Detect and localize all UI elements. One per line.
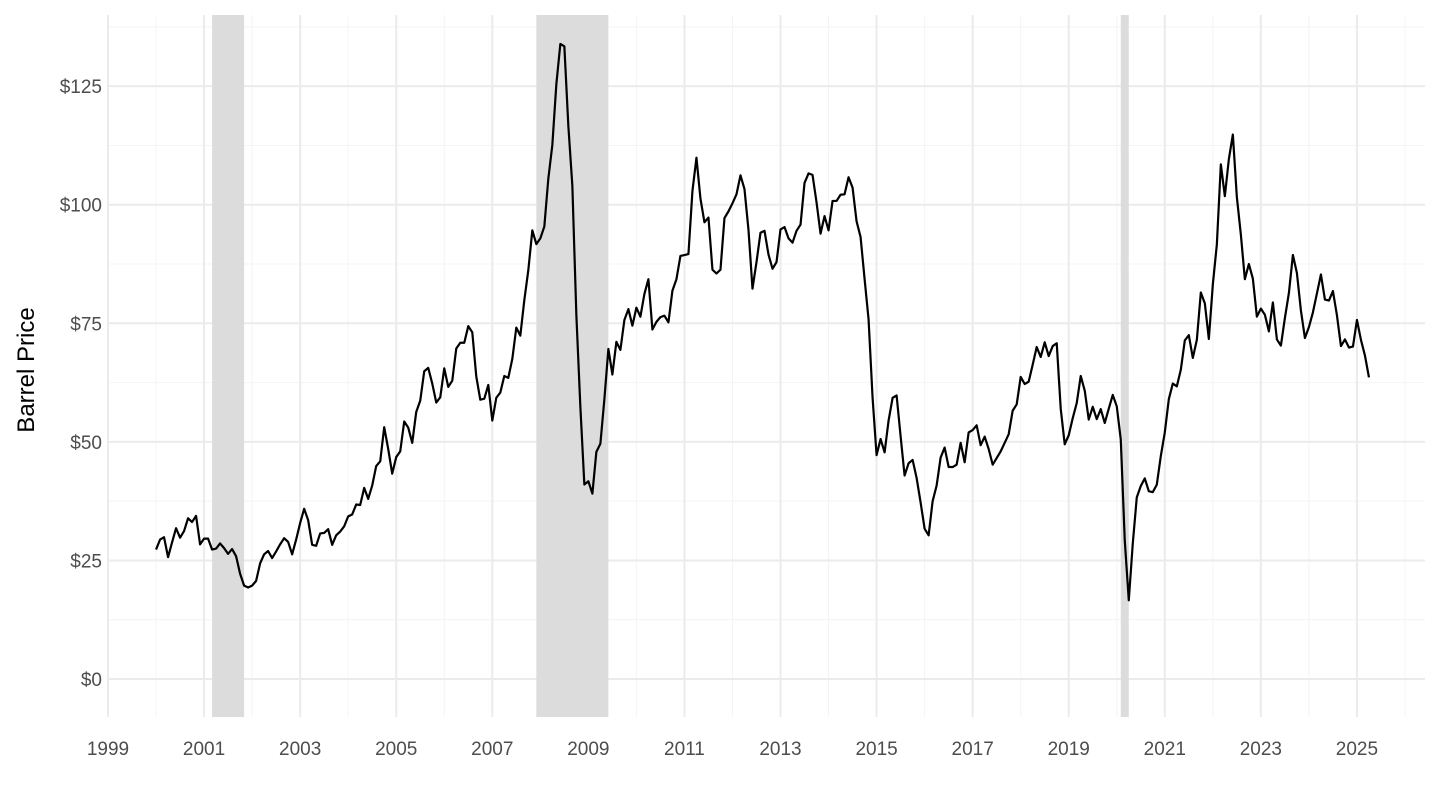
series-layer [155,42,1371,602]
x-tick-label: 2003 [279,739,321,760]
minor-grid [108,15,1425,717]
y-tick-label: $25 [70,551,102,572]
x-tick-label: 2013 [759,739,801,760]
x-tick-label: 2005 [375,739,417,760]
recession-band [536,15,609,717]
y-tick-label: $50 [70,433,102,454]
y-tick-label: $75 [70,314,102,335]
x-axis-ticks: 1999 2001 2003 2005 2007 2009 2011 2013 2015 2017… [87,739,1378,760]
x-tick-label: 2009 [567,739,609,760]
x-tick-label: 2011 [664,739,705,760]
y-tick-label: $0 [81,670,102,691]
x-tick-label: 2017 [952,739,994,760]
y-tick-label: $100 [60,196,102,217]
y-tick-label: $125 [60,77,102,98]
x-tick-label: 1999 [87,739,129,760]
x-tick-label: 2021 [1144,739,1186,760]
price-series-line [155,42,1371,602]
x-tick-label: 2015 [855,739,897,760]
x-tick-label: 2007 [471,739,513,760]
y-axis-title: Barrel Price [13,307,40,432]
recession-band [1120,15,1129,717]
x-tick-label: 2001 [183,739,225,760]
major-grid [107,15,1425,717]
y-axis-ticks: $0 $25 $50 $75 $100 $125 [60,77,102,691]
recession-band [212,15,245,717]
x-tick-label: 2025 [1336,739,1378,760]
x-tick-label: 2019 [1048,739,1090,760]
x-tick-label: 2023 [1240,739,1282,760]
recession-shading [212,15,1129,717]
